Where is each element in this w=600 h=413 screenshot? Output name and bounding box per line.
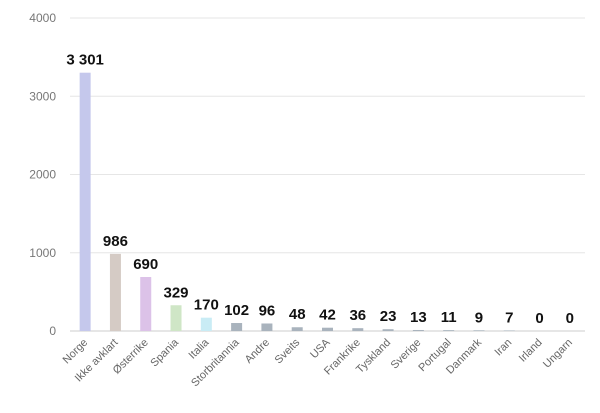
- data-label: 36: [349, 307, 366, 324]
- bar[interactable]: [170, 305, 182, 331]
- data-label: 9: [475, 309, 483, 326]
- bar[interactable]: [79, 72, 91, 331]
- bar[interactable]: [200, 317, 212, 331]
- x-tick-label: Ungarn: [541, 337, 575, 371]
- x-tick-label: USA: [308, 336, 333, 361]
- x-tick-label: Iran: [492, 337, 514, 359]
- bar[interactable]: [291, 327, 303, 331]
- data-label: 3 301: [66, 52, 104, 69]
- data-label: 102: [224, 302, 249, 319]
- bar[interactable]: [140, 277, 152, 331]
- bar[interactable]: [382, 329, 394, 331]
- bar[interactable]: [352, 328, 364, 331]
- y-tick-label: 0: [49, 324, 56, 338]
- data-label: 986: [103, 233, 128, 250]
- data-labels: 3 301 986 690 329 170 102 96 48 42 36 23 13 11 9 7 0 0: [66, 52, 574, 327]
- data-label: 7: [505, 309, 513, 326]
- y-tick-label: 2000: [29, 168, 56, 182]
- y-tick-label: 3000: [29, 89, 56, 103]
- x-tick-label: Sveits: [273, 336, 303, 366]
- bar[interactable]: [261, 323, 273, 331]
- data-label: 329: [164, 284, 189, 301]
- data-label: 690: [133, 256, 158, 273]
- gridlines: [70, 17, 585, 332]
- data-label: 0: [566, 310, 574, 327]
- data-label: 11: [441, 309, 457, 326]
- data-label: 96: [259, 302, 276, 319]
- bar[interactable]: [109, 253, 121, 331]
- bar[interactable]: [473, 330, 485, 331]
- x-tick-label: Italia: [187, 336, 213, 362]
- data-label: 42: [319, 307, 336, 324]
- bar[interactable]: [503, 330, 515, 331]
- data-label: 0: [535, 310, 543, 327]
- y-tick-label: 4000: [29, 11, 56, 25]
- y-axis: 0 1000 2000 3000 4000: [29, 11, 56, 338]
- bar[interactable]: [231, 323, 243, 331]
- bars: [79, 72, 515, 331]
- data-label: 48: [289, 306, 306, 323]
- data-label: 13: [410, 309, 427, 326]
- data-label: 23: [380, 308, 397, 325]
- x-tick-label: Spania: [148, 336, 181, 369]
- data-label: 170: [194, 297, 219, 314]
- bar[interactable]: [412, 329, 424, 331]
- x-tick-label: Irland: [517, 337, 545, 365]
- x-tick-label: Andre: [243, 337, 272, 366]
- bar[interactable]: [443, 330, 455, 331]
- y-tick-label: 1000: [29, 246, 56, 260]
- bar[interactable]: [322, 327, 333, 331]
